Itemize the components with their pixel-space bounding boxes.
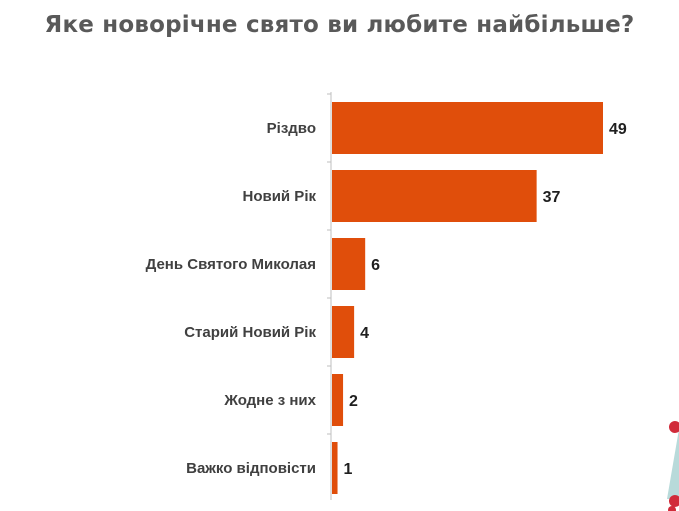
category-label: Жодне з них	[223, 392, 316, 409]
category-label: Важко відповісти	[186, 460, 316, 477]
data-label: 2	[349, 393, 358, 410]
labels: Різдво 49 Новий Рік 37 День Святого Миколая 6…	[146, 120, 627, 478]
data-label: 4	[360, 325, 369, 342]
bar	[332, 238, 366, 290]
bar	[332, 442, 338, 494]
bar	[332, 306, 355, 358]
category-label: Різдво	[267, 120, 316, 137]
bar	[332, 102, 603, 154]
bar	[332, 170, 537, 222]
bar	[332, 374, 344, 426]
data-label: 37	[543, 189, 561, 206]
category-label: День Святого Миколая	[146, 256, 316, 273]
category-label: Новий Рік	[242, 188, 316, 205]
data-label: 49	[609, 121, 627, 138]
y-axis	[327, 92, 332, 500]
bars	[332, 102, 603, 494]
data-label: 6	[371, 257, 380, 274]
category-label: Старий Новий Рік	[184, 324, 316, 341]
chart-title: Яке новорічне свято ви любите найбільше?	[44, 12, 635, 38]
decorative-logo-fragment	[667, 421, 679, 511]
data-label: 1	[344, 461, 353, 478]
